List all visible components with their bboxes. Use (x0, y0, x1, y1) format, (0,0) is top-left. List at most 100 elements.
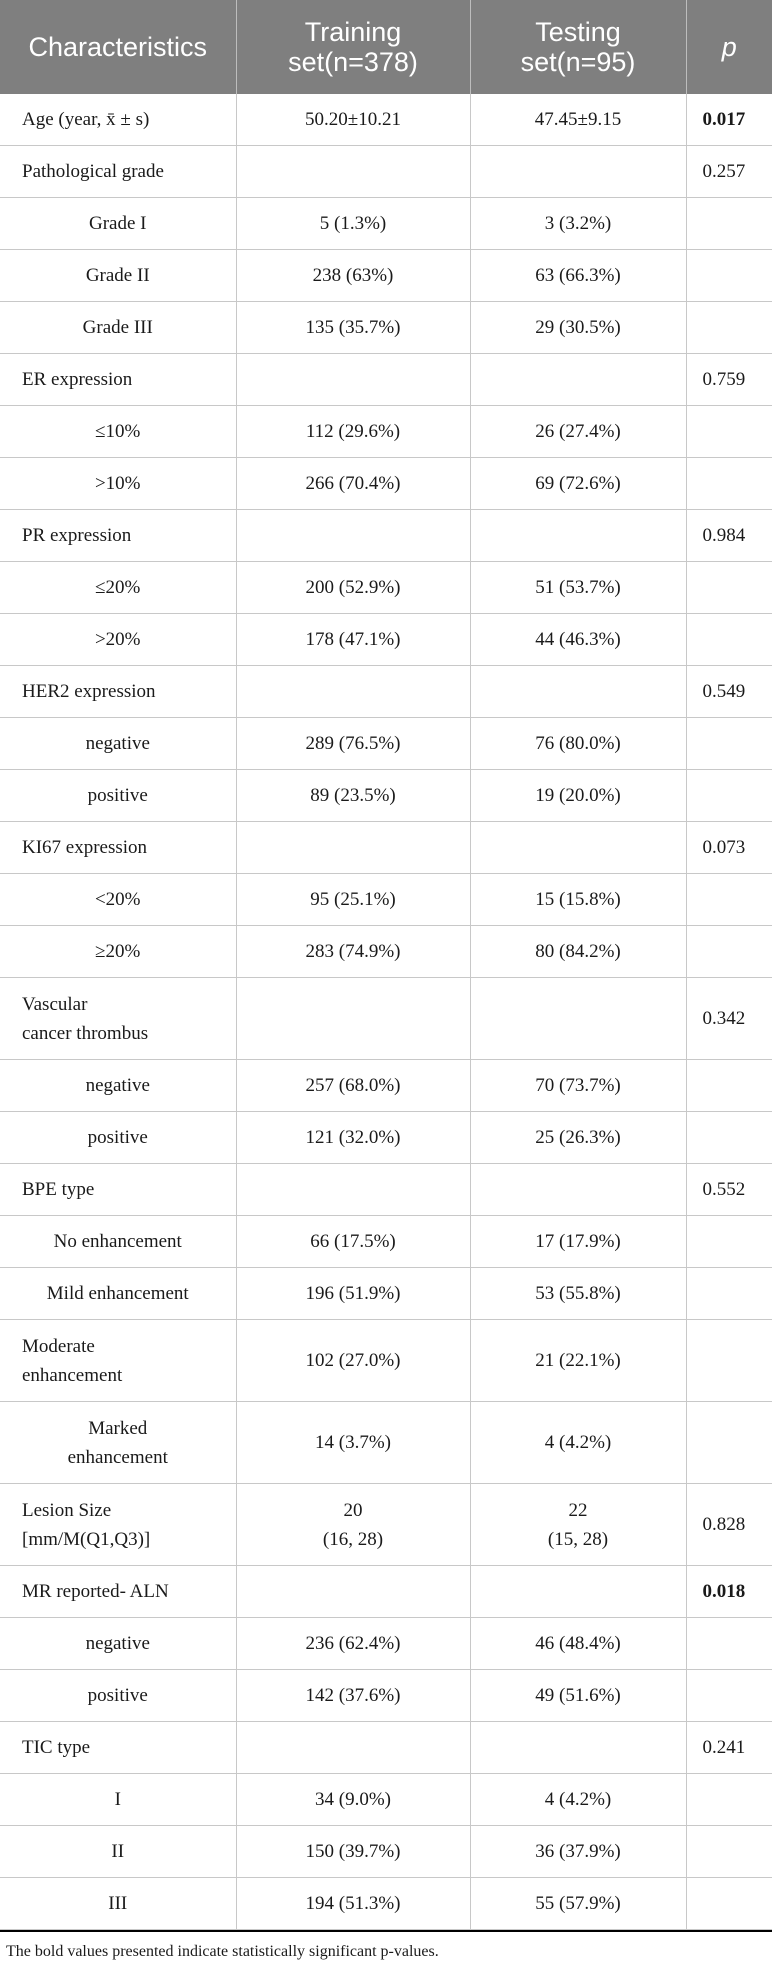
p-value: 0.018 (685, 1565, 772, 1618)
row-label-text: PR expression (22, 525, 132, 546)
row-label: ≤10% (0, 405, 236, 458)
testing-value: 80 (84.2%) (469, 925, 686, 978)
row-label-text: Marked (88, 1417, 148, 1439)
testing-value-text: 17 (17.9%) (535, 1231, 621, 1252)
testing-value-text: 29 (30.5%) (535, 317, 621, 338)
row-label-text: negative (85, 733, 150, 754)
table-row: ≤10% 112 (29.6%) 26 (27.4%) (0, 405, 772, 458)
training-value-text: 289 (76.5%) (305, 733, 401, 754)
training-value-text: 178 (47.1%) (305, 629, 401, 650)
p-value (685, 1267, 772, 1320)
row-label-text: positive (87, 1127, 148, 1148)
table-row: negative 289 (76.5%) 76 (80.0%) (0, 717, 772, 770)
training-value: 20 (16, 28) (235, 1483, 470, 1566)
row-label-text: II (111, 1841, 125, 1862)
row-label: Lesion Size [mm/M(Q1,Q3)] (0, 1483, 236, 1566)
training-value: 121 (32.0%) (235, 1111, 470, 1164)
table-row: ≥20% 283 (74.9%) 80 (84.2%) (0, 925, 772, 978)
training-value: 102 (27.0%) (235, 1319, 470, 1402)
training-value: 112 (29.6%) (235, 405, 470, 458)
row-label-text: ≤20% (95, 577, 141, 598)
training-value-text: 236 (62.4%) (305, 1633, 401, 1654)
row-label: <20% (0, 873, 236, 926)
testing-value: 4 (4.2%) (469, 1401, 686, 1484)
row-label: Mild enhancement (0, 1267, 236, 1320)
p-value (685, 613, 772, 666)
p-value (685, 1059, 772, 1112)
header-characteristics: Characteristics (0, 0, 236, 94)
row-label: MR reported- ALN (0, 1565, 236, 1618)
testing-value-text: 63 (66.3%) (535, 265, 621, 286)
p-value: 0.549 (685, 665, 772, 718)
p-value (685, 925, 772, 978)
table-row: No enhancement 66 (17.5%) 17 (17.9%) (0, 1215, 772, 1268)
testing-value: 36 (37.9%) (469, 1825, 686, 1878)
table-row: I 34 (9.0%) 4 (4.2%) (0, 1773, 772, 1826)
row-label-text: <20% (94, 889, 141, 910)
testing-value-text: 36 (37.9%) (535, 1841, 621, 1862)
testing-value-text: 47.45±9.15 (534, 109, 622, 130)
p-value-text: 0.342 (702, 1008, 746, 1029)
training-value-text: 102 (27.0%) (305, 1350, 401, 1371)
training-value: 5 (1.3%) (235, 197, 470, 250)
table-body: Age (year, x̄ ± s) 50.20±10.21 47.45±9.15 0… (0, 94, 772, 1930)
row-label-text: enhancement (67, 1446, 168, 1468)
row-label: negative (0, 1059, 236, 1112)
row-label-text: Grade II (85, 265, 150, 286)
training-value: 142 (37.6%) (235, 1669, 470, 1722)
training-value-text: 121 (32.0%) (305, 1127, 401, 1148)
p-value: 0.342 (685, 977, 772, 1060)
training-value: 289 (76.5%) (235, 717, 470, 770)
testing-value (469, 353, 686, 406)
table-row: ≤20% 200 (52.9%) 51 (53.7%) (0, 561, 772, 614)
table-row: negative 236 (62.4%) 46 (48.4%) (0, 1617, 772, 1670)
testing-value-text: 25 (26.3%) (535, 1127, 621, 1148)
table-row: TIC type 0.241 (0, 1721, 772, 1774)
training-value-text: 283 (74.9%) (305, 941, 401, 962)
testing-value: 19 (20.0%) (469, 769, 686, 822)
row-label-text: HER2 expression (22, 681, 156, 702)
p-value (685, 1669, 772, 1722)
training-value-text: 20 (343, 1499, 363, 1521)
table-row: BPE type 0.552 (0, 1163, 772, 1216)
table-row: Mild enhancement 196 (51.9%) 53 (55.8%) (0, 1267, 772, 1320)
table-header: Characteristics Training set(n=378) Testi… (0, 0, 772, 94)
training-value (235, 353, 470, 406)
table-row: negative 257 (68.0%) 70 (73.7%) (0, 1059, 772, 1112)
table-row: PR expression 0.984 (0, 509, 772, 562)
row-label-text: Moderate (22, 1335, 95, 1357)
p-value-text: 0.549 (702, 681, 746, 702)
characteristics-table: Characteristics Training set(n=378) Testi… (0, 0, 772, 1930)
p-value: 0.257 (685, 145, 772, 198)
training-value-text: 5 (1.3%) (319, 213, 387, 234)
testing-value: 53 (55.8%) (469, 1267, 686, 1320)
p-value: 0.017 (685, 94, 772, 146)
row-label-text: TIC type (22, 1737, 91, 1758)
training-value (235, 509, 470, 562)
row-label: positive (0, 1669, 236, 1722)
training-value-text: 196 (51.9%) (305, 1283, 401, 1304)
p-value (685, 249, 772, 302)
training-value-text: 95 (25.1%) (310, 889, 396, 910)
table-bottom-rule (0, 1930, 772, 1932)
p-value-text: 0.759 (702, 369, 746, 390)
row-label: Pathological grade (0, 145, 236, 198)
training-value-text: 238 (63%) (312, 265, 394, 286)
p-value (685, 1877, 772, 1930)
p-value (685, 405, 772, 458)
training-value: 196 (51.9%) (235, 1267, 470, 1320)
row-label-text: I (114, 1789, 121, 1810)
row-label: >10% (0, 457, 236, 510)
table-row: Marked enhancement 14 (3.7%) 4 (4.2%) (0, 1401, 772, 1484)
training-value: 14 (3.7%) (235, 1401, 470, 1484)
table-row: <20% 95 (25.1%) 15 (15.8%) (0, 873, 772, 926)
training-value (235, 821, 470, 874)
header-training-line2: set(n=378) (288, 47, 418, 77)
testing-value: 17 (17.9%) (469, 1215, 686, 1268)
p-value: 0.828 (685, 1483, 772, 1566)
row-label: KI67 expression (0, 821, 236, 874)
row-label: ≤20% (0, 561, 236, 614)
row-label: Grade III (0, 301, 236, 354)
training-value-text: 112 (29.6%) (305, 421, 401, 442)
row-label: TIC type (0, 1721, 236, 1774)
